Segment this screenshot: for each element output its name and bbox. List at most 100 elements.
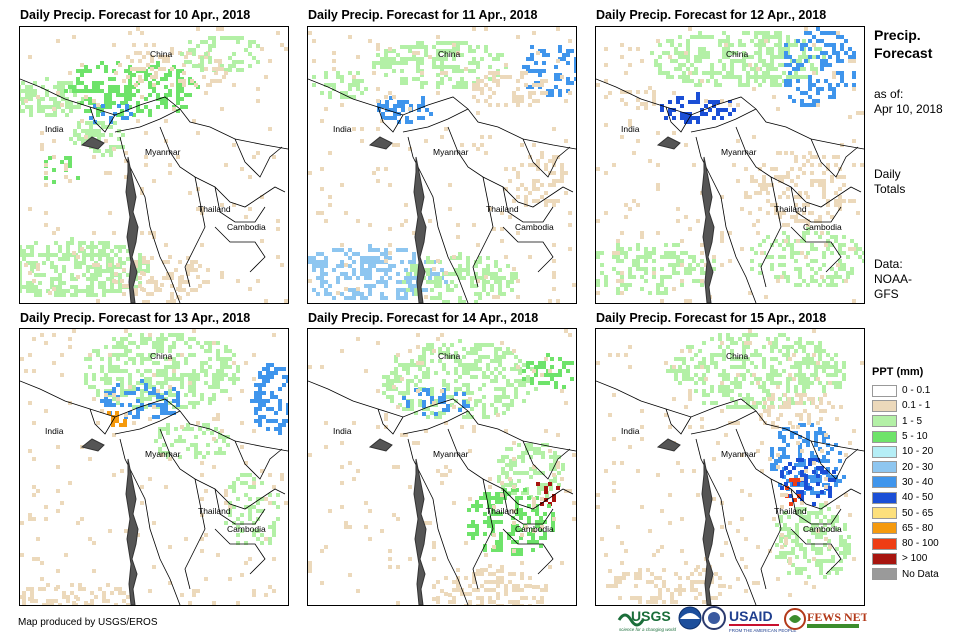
coastline [80,438,139,605]
map-label-thailand: Thailand [774,506,807,516]
map-label-cambodia: Cambodia [803,524,842,534]
legend-swatch [872,384,897,397]
map-label-china: China [726,49,748,59]
map-label-thailand: Thailand [486,506,519,516]
map-label-thailand: Thailand [198,506,231,516]
map-label-myanmar: Myanmar [433,449,469,459]
usaid-logo: USAID FROM THE AMERICAN PEOPLE [729,608,796,633]
legend-item: 0.1 - 1 [872,398,939,413]
country-borders [596,78,864,303]
legend-swatch [872,491,897,504]
map-credit: Map produced by USGS/EROS [18,617,158,628]
forecast-map-1: China India Myanmar Thailand Cambodia [19,26,289,304]
legend-label: 40 - 50 [902,492,934,504]
legend-label: > 100 [902,553,928,565]
map-label-china: China [438,351,460,361]
legend-label: 5 - 10 [902,431,928,443]
legend-label: 0 - 0.1 [902,385,931,397]
legend-label: 1 - 5 [902,415,923,427]
data-source: Data: NOAA- GFS [874,257,913,301]
legend-swatch [872,522,897,535]
coastline [656,438,715,605]
sidebar-title: Precip. Forecast [874,27,933,61]
legend-swatch [872,430,897,443]
legend-item: 0 - 0.1 [872,383,939,398]
legend-title: PPT (mm) [872,366,924,378]
panel-title-6: Daily Precip. Forecast for 15 Apr., 2018 [596,311,827,325]
legend-item: 10 - 20 [872,444,939,459]
map-label-myanmar: Myanmar [721,147,757,157]
map-label-myanmar: Myanmar [145,449,181,459]
doc-seal-logo [702,606,726,630]
legend-label: 20 - 30 [902,461,934,473]
map-label-cambodia: Cambodia [227,222,266,232]
map-label-myanmar: Myanmar [145,147,181,157]
legend-label: No Data [902,568,939,580]
precip-cells [596,27,864,303]
map-label-thailand: Thailand [774,204,807,214]
legend-item: 5 - 10 [872,429,939,444]
legend-label: 80 - 100 [902,538,939,550]
forecast-map-2: China India Myanmar Thailand Cambodia [307,26,577,304]
legend-item: 20 - 30 [872,459,939,474]
legend-item: 40 - 50 [872,490,939,505]
map-label-thailand: Thailand [486,204,519,214]
precip-cells [308,27,576,303]
forecast-map-5: China India Myanmar Thailand Cambodia [307,328,577,606]
country-borders [20,78,288,303]
noaa-logo [678,606,702,630]
fewsnet-logo: FEWS NET [784,608,867,630]
legend-swatch [872,552,897,565]
legend-label: 65 - 80 [902,522,934,534]
map-label-india: India [621,124,640,134]
legend-swatch [872,507,897,520]
legend-item: > 100 [872,551,939,566]
legend-item: 80 - 100 [872,536,939,551]
legend-label: 50 - 65 [902,507,934,519]
country-borders [308,380,576,605]
country-borders [596,380,864,605]
map-label-china: China [150,351,172,361]
precip-cells [596,329,864,604]
legend-item: 1 - 5 [872,414,939,429]
legend-swatch [872,399,897,412]
panel-title-4: Daily Precip. Forecast for 13 Apr., 2018 [20,311,251,325]
panel-title-5: Daily Precip. Forecast for 14 Apr., 2018 [308,311,539,325]
coastline [368,136,427,303]
map-label-cambodia: Cambodia [227,524,266,534]
forecast-map-4: China India Myanmar Thailand Cambodia [19,328,289,606]
map-label-china: China [150,49,172,59]
map-label-india: India [621,426,640,436]
forecast-map-3: China India Myanmar Thailand Cambodia [595,26,865,304]
country-borders [20,380,288,605]
as-of-date: as of: Apr 10, 2018 [874,87,943,116]
map-label-thailand: Thailand [198,204,231,214]
legend-label: 30 - 40 [902,476,934,488]
map-label-china: China [726,351,748,361]
agency-logos: USGS science for a changing world USAID … [617,606,867,633]
daily-totals-note: Daily Totals [874,167,906,196]
legend-swatch [872,415,897,428]
legend-swatch [872,568,897,581]
map-label-cambodia: Cambodia [515,524,554,534]
panel-title-1: Daily Precip. Forecast for 10 Apr., 2018 [20,8,251,22]
map-label-india: India [333,124,352,134]
forecast-map-6: China India Myanmar Thailand Cambodia [595,328,865,606]
panel-title-2: Daily Precip. Forecast for 11 Apr., 2018 [308,8,538,22]
map-label-myanmar: Myanmar [721,449,757,459]
map-label-cambodia: Cambodia [515,222,554,232]
map-label-india: India [45,426,64,436]
map-label-india: India [333,426,352,436]
country-borders [308,78,576,303]
legend-swatch [872,476,897,489]
usgs-logo: USGS science for a changing world [617,608,677,632]
map-label-myanmar: Myanmar [433,147,469,157]
coastline [80,136,139,303]
precip-legend: PPT (mm) 0 - 0.1 0.1 - 1 1 - 5 5 - 10 10 - 2… [872,366,939,582]
precip-cells [20,27,288,303]
legend-swatch [872,445,897,458]
legend-item: No Data [872,567,939,582]
map-label-china: China [438,49,460,59]
coastline [368,438,427,605]
coastline [656,136,715,303]
